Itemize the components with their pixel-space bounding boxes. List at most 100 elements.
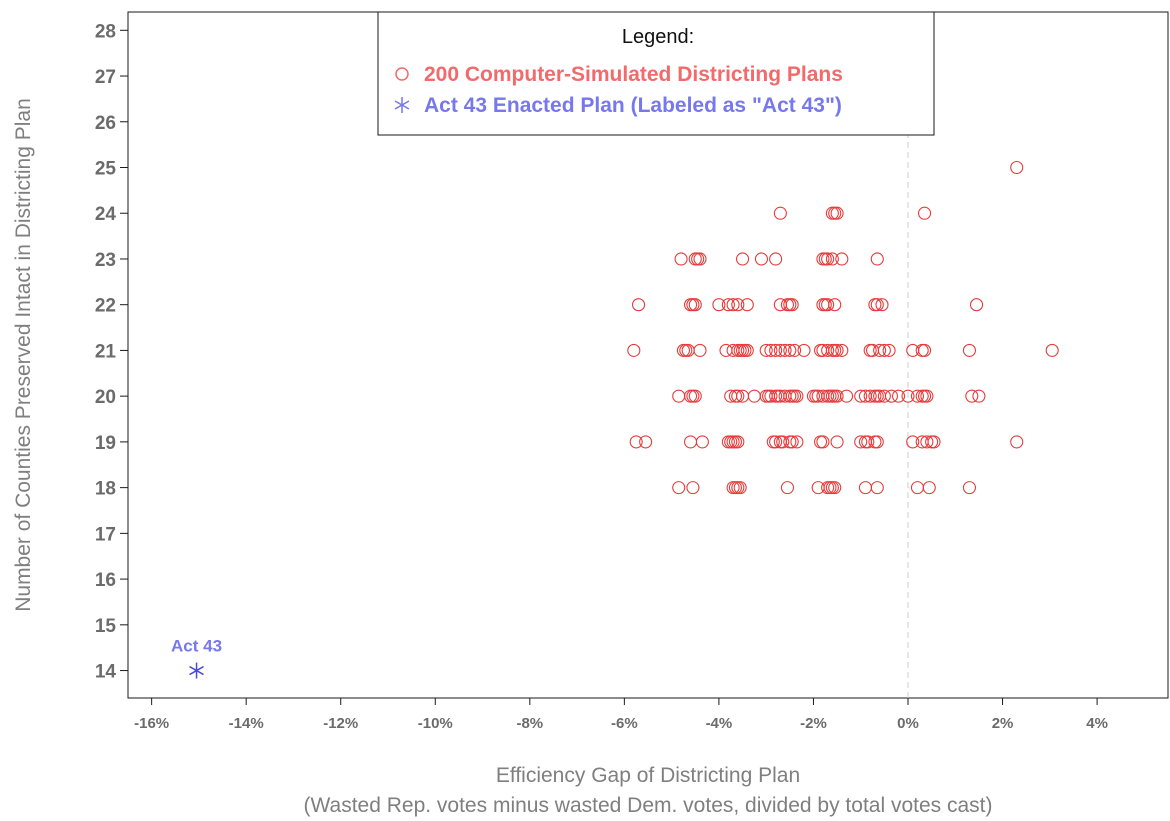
simulated-plan-point [854, 389, 868, 403]
x-tick-label: -10% [418, 715, 453, 732]
simulated-plan-point [761, 389, 776, 403]
simulated-plan-point [821, 343, 835, 357]
simulated-plan-point [1010, 160, 1024, 175]
simulated-plan-point [674, 252, 688, 266]
legend-circle-marker [395, 67, 409, 81]
simulated-plan-point [922, 481, 936, 495]
simulated-plan-point [688, 298, 702, 312]
simulated-plan-point [627, 343, 641, 357]
simulated-plan-point [679, 343, 693, 357]
simulated-plan-point [828, 298, 842, 312]
simulated-plan-point [870, 435, 884, 449]
x-tick-label: -14% [229, 715, 264, 732]
simulated-plan-point [825, 252, 839, 266]
y-tick-label: 24 [95, 204, 117, 225]
simulated-plan-point [769, 252, 783, 266]
simulated-plan-point [821, 298, 835, 312]
simulated-plan-point [693, 343, 707, 357]
simulated-plan-point [910, 481, 925, 495]
y-tick-label: 19 [95, 433, 116, 454]
simulated-plan-point [766, 435, 780, 449]
simulated-plan-point [672, 481, 686, 495]
simulated-plan-point [875, 298, 889, 312]
simulated-plan-point [785, 298, 799, 312]
simulated-plan-point [854, 435, 868, 449]
simulated-plan-point [740, 298, 754, 312]
simulated-plan-point [688, 389, 702, 403]
y-tick-label: 28 [95, 21, 116, 42]
simulated-plan-point [731, 435, 745, 449]
simulated-plan-point [790, 435, 804, 449]
y-tick-label: 15 [95, 616, 117, 637]
y-tick-label: 26 [95, 113, 116, 134]
act43-point-label: Act 43 [171, 637, 222, 656]
x-tick-label: -4% [706, 715, 733, 732]
simulated-plan-point [1045, 343, 1059, 357]
simulated-plan-point [891, 389, 906, 403]
simulated-plan-point [735, 252, 750, 266]
simulated-plan-point [771, 389, 785, 403]
simulated-plan-point [672, 389, 686, 403]
simulated-plan-point [785, 435, 799, 449]
x-tick-label: -2% [800, 715, 827, 732]
x-axis-subtitle: (Wasted Rep. votes minus wasted Dem. vot… [303, 794, 992, 817]
simulated-plan-point [769, 343, 783, 357]
simulated-plan-point [731, 298, 745, 312]
simulated-plan-point [719, 343, 733, 357]
simulated-plan-point [809, 389, 823, 403]
simulated-plan-point [962, 343, 977, 357]
simulated-plan-point [927, 435, 941, 449]
simulated-plan-point [747, 389, 761, 403]
y-tick-label: 20 [95, 387, 116, 408]
x-tick-label: -12% [323, 715, 358, 732]
simulated-plan-point [877, 343, 891, 357]
simulated-plan-point [769, 435, 783, 449]
simulated-plan-point [965, 389, 979, 403]
simulated-plan-point [910, 389, 925, 403]
simulated-plan-point [920, 435, 934, 449]
simulated-plan-point [920, 389, 934, 403]
simulated-plan-point [731, 389, 745, 403]
simulated-plan-point [783, 298, 797, 312]
simulated-plan-point [740, 343, 754, 357]
simulated-plan-point [901, 389, 915, 403]
simulated-plan-point [861, 435, 875, 449]
simulated-plan-point [839, 389, 854, 403]
simulated-plan-point [629, 435, 643, 449]
simulated-plan-point [783, 343, 797, 357]
simulated-plan-point [863, 343, 877, 357]
simulated-plan-point [726, 298, 740, 312]
x-tick-label: 0% [897, 715, 919, 732]
simulated-plan-point [821, 252, 835, 266]
act43-point [189, 662, 204, 679]
simulated-plan-point [972, 389, 986, 403]
y-tick-label: 27 [95, 67, 116, 88]
simulated-plan-point [830, 389, 844, 403]
y-tick-label: 16 [95, 570, 116, 591]
y-tick-label: 25 [95, 158, 117, 179]
simulated-plan-point [835, 252, 849, 266]
simulated-plan-point [906, 435, 920, 449]
simulated-plan-point [917, 389, 932, 403]
simulated-plan-point [790, 389, 804, 403]
simulated-plan-point [811, 481, 825, 495]
y-axis: 14 15 16 17 18 19 20 21 22 23 24 25 26 27 28 [95, 21, 128, 683]
simulated-plan-point [778, 343, 792, 357]
simulated-plan-point [787, 343, 802, 357]
simulated-plan-point [764, 389, 778, 403]
simulated-plan-point [759, 343, 773, 357]
legend-entry-act43: Act 43 Enacted Plan (Labeled as "Act 43"… [424, 94, 842, 117]
simulated-plan-point [693, 252, 707, 266]
simulated-plan-point [870, 252, 884, 266]
x-tick-label: -8% [516, 715, 543, 732]
simulated-plan-point [828, 343, 842, 357]
simulated-plan-point [780, 481, 795, 495]
y-tick-label: 14 [95, 662, 117, 683]
simulated-plan-point [816, 435, 830, 449]
y-tick-label: 21 [95, 341, 117, 362]
legend-title: Legend: [622, 26, 694, 48]
simulated-plan-point [917, 206, 932, 220]
simulated-plan-point [877, 389, 891, 403]
simulated-plan-point [858, 481, 873, 495]
simulated-plan-point [721, 298, 735, 312]
